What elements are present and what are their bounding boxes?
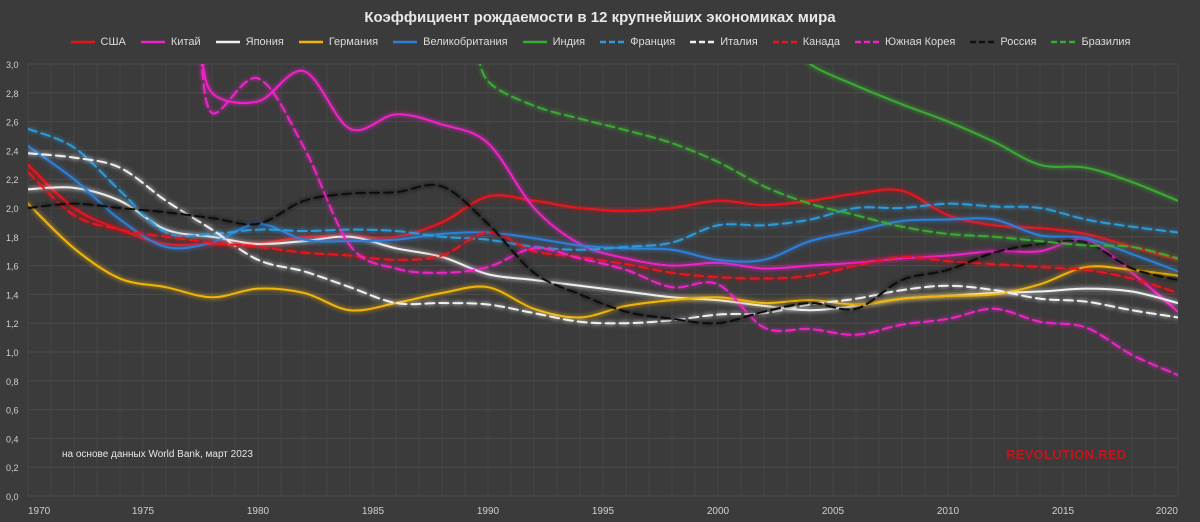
y-tick-label: 0,0 bbox=[6, 492, 19, 502]
legend-label: Япония bbox=[245, 36, 284, 48]
y-tick-label: 1,6 bbox=[6, 262, 19, 272]
series-line-США bbox=[28, 163, 1178, 261]
legend-swatch bbox=[854, 40, 879, 44]
y-tick-label: 1,2 bbox=[6, 319, 19, 329]
series-line-Южная Корея bbox=[200, 64, 1178, 377]
source-note: на основе данных World Bank, март 2023 bbox=[62, 449, 253, 460]
legend-swatch bbox=[522, 40, 547, 44]
chart-title: Коэффициент рождаемости в 12 крупнейших … bbox=[364, 9, 836, 26]
legend-swatch bbox=[1051, 40, 1076, 44]
y-tick-label: 0,6 bbox=[6, 406, 19, 416]
x-tick-label: 1970 bbox=[28, 506, 51, 517]
legend-label: США bbox=[100, 36, 126, 48]
series-line-Россия bbox=[28, 183, 1178, 325]
legend-item: Китай bbox=[140, 36, 201, 48]
legend-label: Россия bbox=[1000, 36, 1037, 48]
y-tick-label: 2,2 bbox=[6, 175, 19, 185]
x-tick-label: 2020 bbox=[1156, 506, 1179, 517]
legend-label: Германия bbox=[328, 36, 379, 48]
series-line-Великобритания bbox=[28, 145, 1178, 273]
legend-item: Южная Корея bbox=[854, 36, 955, 48]
legend-label: Бразилия bbox=[1081, 36, 1131, 48]
legend-swatch bbox=[215, 40, 240, 44]
legend-swatch bbox=[393, 40, 418, 44]
series-line-Франция bbox=[28, 127, 1178, 251]
chart-legend: США Китай Япония Германия Великобритания Инди… bbox=[0, 36, 1200, 48]
legend-label: Китай bbox=[170, 36, 201, 48]
legend-swatch bbox=[298, 40, 323, 44]
y-tick-label: 0,8 bbox=[6, 377, 19, 387]
legend-item: Бразилия bbox=[1050, 36, 1130, 48]
legend-item: Канада bbox=[772, 36, 840, 48]
legend-item: Великобритания bbox=[392, 36, 508, 48]
legend-label: Италия bbox=[720, 36, 758, 48]
legend-item: США bbox=[70, 36, 126, 48]
x-tick-label: 2005 bbox=[822, 506, 845, 517]
x-tick-label: 1980 bbox=[247, 506, 270, 517]
x-tick-label: 1995 bbox=[592, 506, 615, 517]
x-tick-label: 1975 bbox=[132, 506, 155, 517]
series-group bbox=[28, 64, 1178, 377]
legend-item: Япония bbox=[215, 36, 284, 48]
brand-logo: REVOLUTION.RED bbox=[1006, 447, 1127, 462]
legend-label: Великобритания bbox=[423, 36, 508, 48]
y-tick-label: 0,2 bbox=[6, 463, 19, 473]
legend-label: Южная Корея bbox=[884, 36, 956, 48]
y-tick-label: 2,0 bbox=[6, 204, 19, 214]
y-tick-label: 2,4 bbox=[6, 146, 19, 156]
x-tick-label: 2010 bbox=[937, 506, 960, 517]
legend-swatch bbox=[970, 40, 995, 44]
legend-label: Канада bbox=[802, 36, 840, 48]
legend-item: Индия bbox=[522, 36, 586, 48]
legend-swatch bbox=[70, 40, 95, 44]
legend-item: Германия bbox=[298, 36, 378, 48]
legend-swatch bbox=[772, 40, 797, 44]
y-tick-label: 1,8 bbox=[6, 233, 19, 243]
legend-swatch bbox=[690, 40, 715, 44]
legend-item: Италия bbox=[689, 36, 758, 48]
x-tick-label: 2015 bbox=[1052, 506, 1075, 517]
legend-swatch bbox=[600, 40, 625, 44]
series-line-Китай bbox=[201, 64, 1178, 313]
series-line-Индия bbox=[808, 64, 1178, 202]
legend-swatch bbox=[140, 40, 165, 44]
y-tick-label: 0,4 bbox=[6, 434, 19, 444]
y-tick-label: 3,0 bbox=[6, 60, 19, 70]
x-tick-label: 2000 bbox=[707, 506, 730, 517]
y-tick-label: 2,6 bbox=[6, 118, 19, 128]
legend-item: Франция bbox=[599, 36, 675, 48]
series-line-Канада bbox=[28, 171, 1178, 294]
legend-item: Россия bbox=[969, 36, 1036, 48]
x-tick-label: 1985 bbox=[362, 506, 385, 517]
x-tick-label: 1990 bbox=[477, 506, 500, 517]
series-line-Япония bbox=[28, 186, 1178, 312]
legend-label: Франция bbox=[630, 36, 676, 48]
y-tick-label: 1,4 bbox=[6, 290, 19, 300]
y-tick-label: 1,0 bbox=[6, 348, 19, 358]
series-line-Бразилия bbox=[478, 64, 1178, 260]
legend-label: Индия bbox=[552, 36, 586, 48]
y-tick-label: 2,8 bbox=[6, 89, 19, 99]
series-line-Италия bbox=[28, 152, 1178, 325]
series-line-Германия bbox=[28, 202, 1178, 319]
